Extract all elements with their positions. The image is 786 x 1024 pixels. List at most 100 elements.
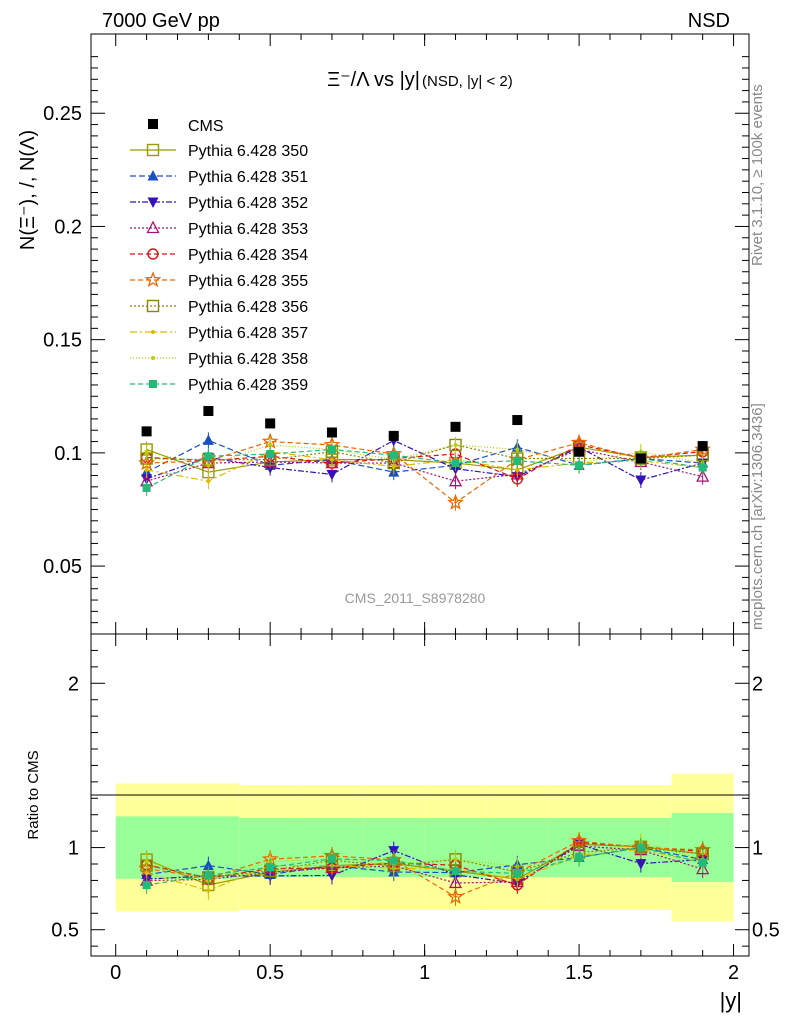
cms-data-point: [388, 430, 399, 441]
legend-marker: [149, 380, 157, 388]
y-tick-label: 0.1: [54, 443, 82, 465]
data-point: [144, 467, 149, 472]
series-line: [146, 444, 703, 464]
legend-marker: [146, 143, 160, 157]
legend-label: Pythia 6.428 356: [188, 299, 308, 316]
ratio-data-point: [144, 859, 149, 864]
ratio-data-point: [575, 853, 584, 862]
legend-label: Pythia 6.428 353: [188, 221, 308, 238]
legend-label: CMS: [188, 118, 224, 135]
legend-marker: [146, 299, 160, 313]
cms-data-point: [265, 418, 276, 429]
legend-marker: [151, 356, 155, 360]
data-point: [570, 433, 588, 450]
cms-data-point: [203, 405, 214, 416]
ratio-series: [138, 832, 712, 906]
main-series: [138, 405, 712, 511]
ratio-series-line: [146, 846, 703, 876]
legend-label: Pythia 6.428 357: [188, 325, 308, 342]
cms-data-point: [574, 446, 585, 457]
ratio-tick-label: 2: [68, 673, 79, 695]
ratio-series-line: [146, 846, 703, 878]
legend-label: Pythia 6.428 359: [188, 377, 308, 394]
legend-marker: [144, 271, 162, 288]
ratio-data-point: [451, 867, 460, 876]
legend-marker: [147, 197, 159, 208]
ratio-data-point: [206, 888, 211, 893]
ratio-series-line: [146, 840, 703, 898]
data-point: [202, 434, 214, 445]
ratio-data-point: [635, 859, 647, 870]
legend: CMS Pythia 6.428 350 Pythia 6.428 351 Pythi…: [130, 118, 308, 394]
ratio-data-point: [448, 875, 463, 889]
legend-marker: [151, 330, 155, 334]
x-tick-label: 2: [728, 962, 739, 984]
legend-label: Pythia 6.428 352: [188, 195, 308, 212]
y-tick-label: 0.2: [54, 216, 82, 238]
data-point: [453, 442, 458, 447]
watermark: CMS_2011_S8978280: [345, 590, 486, 606]
data-point: [635, 475, 647, 487]
data-point: [575, 461, 584, 470]
legend-label: Pythia 6.428 358: [188, 351, 308, 368]
ratio-data-point: [327, 854, 336, 863]
mcplots-label: mcplots.cern.ch [arXiv:1306.3436]: [749, 403, 766, 630]
x-axis-label: |y|: [720, 988, 742, 1013]
data-point: [447, 493, 464, 510]
ratio-data-point: [447, 888, 464, 905]
legend-label: Pythia 6.428 355: [188, 273, 308, 290]
cms-data-point: [450, 421, 461, 432]
axis-ticks: 0 0.5 1 1.5 2 0.05 0.1 0.15 0.2 0.25 0.5 0.5 1 1 2 2: [43, 34, 780, 984]
cms-data-point: [512, 415, 523, 426]
y-axis-label: N(Ξ⁻), /, N(Λ): [17, 130, 39, 250]
legend-label: Pythia 6.428 351: [188, 169, 308, 186]
ratio-data-point: [636, 843, 645, 852]
ratio-data-point: [513, 869, 522, 878]
ratio-series-line: [146, 843, 703, 886]
series-line: [146, 444, 703, 480]
data-point: [326, 469, 338, 481]
data-point: [329, 457, 334, 462]
cms-data-point: [141, 426, 152, 437]
ratio-data-point: [696, 861, 710, 875]
ratio-tick-label: 0.5: [51, 920, 79, 942]
data-point: [327, 445, 336, 454]
legend-marker: [147, 248, 159, 260]
ratio-tick-label-right: 2: [752, 673, 763, 695]
ratio-series-line: [146, 845, 703, 884]
cms-data-point: [326, 427, 337, 438]
data-point: [142, 483, 151, 492]
plot-title-suffix: (NSD, |y| < 2): [422, 73, 513, 90]
y-tick-label: 0.05: [43, 556, 82, 578]
header-right: NSD: [688, 10, 730, 32]
ratio-data-point: [142, 881, 151, 890]
legend-label: Pythia 6.428 354: [188, 247, 308, 264]
x-tick-label: 0: [110, 962, 121, 984]
data-point: [389, 451, 398, 460]
legend-label: Pythia 6.428 350: [188, 143, 308, 160]
cms-data-point: [635, 453, 646, 464]
data-point: [515, 447, 520, 452]
data-point: [448, 473, 463, 487]
data-point: [266, 450, 275, 458]
data-point: [206, 463, 211, 468]
series-line: [146, 448, 703, 489]
data-point: [451, 459, 460, 468]
x-tick-label: 0.5: [256, 962, 284, 984]
ratio-data-point: [389, 856, 398, 865]
y-tick-label: 0.25: [43, 103, 82, 125]
legend-cms-marker: [148, 119, 158, 129]
data-point: [515, 467, 520, 472]
legend-marker: [146, 220, 160, 234]
series-line: [146, 440, 703, 504]
ratio-data-point: [144, 871, 149, 876]
series-line: [146, 451, 703, 482]
ratio-tick-label-right: 0.5: [752, 920, 780, 942]
header-left: 7000 GeV pp: [102, 10, 220, 32]
ratio-data-point: [202, 859, 214, 871]
rivet-label: Rivet 3.1.10, ≥ 100k events: [749, 84, 766, 266]
legend-marker: [147, 170, 159, 181]
series-line: [146, 439, 703, 481]
series-line: [146, 439, 703, 473]
